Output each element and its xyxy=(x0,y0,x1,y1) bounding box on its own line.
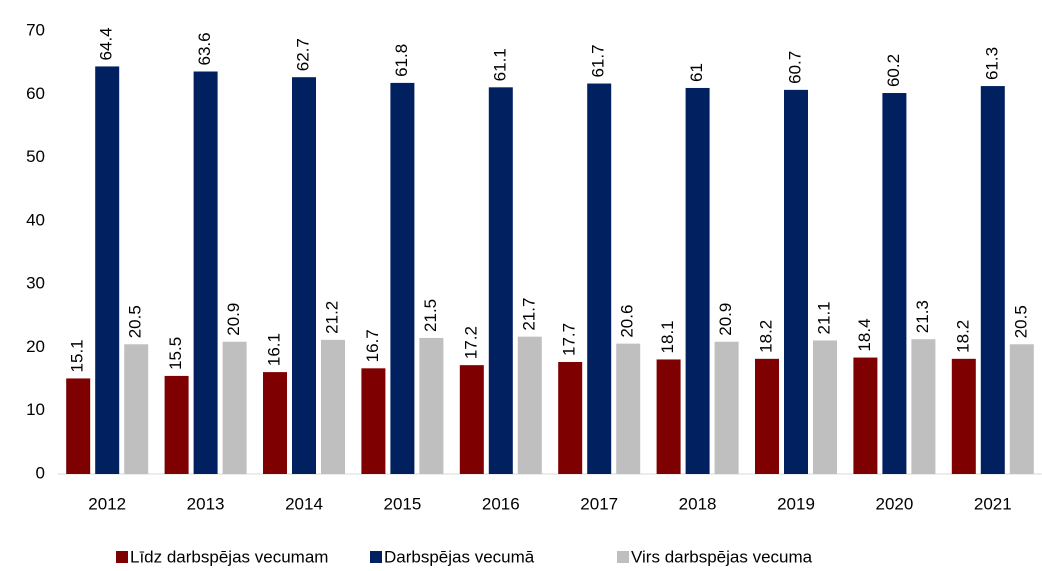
data-label: 60.7 xyxy=(785,51,804,84)
data-label: 21.2 xyxy=(322,301,341,334)
bar xyxy=(685,87,710,474)
x-tick-label: 2014 xyxy=(285,494,323,513)
x-tick-label: 2015 xyxy=(383,494,421,513)
bar xyxy=(714,341,739,474)
legend-swatch xyxy=(116,551,128,563)
bar xyxy=(980,86,1005,475)
data-label: 21.1 xyxy=(814,301,833,334)
y-tick-label: 30 xyxy=(26,274,45,293)
bar xyxy=(755,358,779,474)
y-tick-label: 70 xyxy=(26,20,45,39)
bar xyxy=(66,378,91,474)
data-label: 20.9 xyxy=(224,303,243,336)
bar xyxy=(419,337,444,474)
bar xyxy=(616,343,641,474)
bar xyxy=(587,83,612,474)
data-label: 17.2 xyxy=(461,326,480,359)
data-label: 18.4 xyxy=(855,318,874,351)
data-label: 20.9 xyxy=(716,303,735,336)
bar xyxy=(390,82,415,474)
data-label: 16.1 xyxy=(264,333,283,366)
bar xyxy=(853,357,878,474)
bar xyxy=(459,365,484,474)
bar xyxy=(558,361,583,474)
y-tick-label: 20 xyxy=(26,337,45,356)
data-label: 61 xyxy=(687,63,706,82)
legend-label: Virs darbspējas vecuma xyxy=(631,547,813,566)
data-label: 61.3 xyxy=(982,47,1001,80)
data-label: 61.1 xyxy=(490,48,509,81)
bar xyxy=(164,375,189,474)
bar xyxy=(951,358,976,474)
bar xyxy=(784,89,808,474)
x-tick-label: 2021 xyxy=(974,494,1012,513)
x-tick-label: 2017 xyxy=(580,494,618,513)
data-label: 18.2 xyxy=(953,320,972,353)
bar xyxy=(517,336,542,474)
bar xyxy=(911,339,936,474)
y-tick-label: 0 xyxy=(36,463,45,482)
bar xyxy=(656,359,681,474)
legend-swatch xyxy=(617,551,629,563)
data-label: 60.2 xyxy=(884,54,903,87)
x-tick-label: 2012 xyxy=(88,494,126,513)
data-label: 21.5 xyxy=(421,299,440,332)
bar xyxy=(292,77,316,474)
x-tick-label: 2020 xyxy=(875,494,913,513)
y-tick-label: 60 xyxy=(26,84,45,103)
data-label: 18.2 xyxy=(756,320,775,353)
data-label: 20.5 xyxy=(1011,305,1030,338)
data-label: 62.7 xyxy=(293,38,312,71)
legend-label: Darbspējas vecumā xyxy=(384,547,535,566)
data-label: 15.1 xyxy=(68,339,87,372)
data-label: 16.7 xyxy=(363,329,382,362)
bar xyxy=(222,341,247,474)
bar xyxy=(263,372,287,474)
y-tick-label: 40 xyxy=(26,210,45,229)
bar xyxy=(321,339,345,474)
bar xyxy=(361,368,386,474)
data-label: 20.5 xyxy=(126,305,145,338)
data-label: 20.6 xyxy=(618,305,637,338)
legend-swatch xyxy=(370,551,382,563)
data-label: 15.5 xyxy=(166,337,185,370)
bar xyxy=(1009,344,1034,474)
bar xyxy=(882,93,907,475)
x-tick-label: 2016 xyxy=(482,494,520,513)
legend-label: Līdz darbspējas vecumam xyxy=(130,547,328,566)
x-tick-label: 2019 xyxy=(777,494,815,513)
y-tick-label: 50 xyxy=(26,147,45,166)
data-label: 61.7 xyxy=(589,44,608,77)
data-label: 61.8 xyxy=(392,44,411,77)
data-label: 17.7 xyxy=(560,323,579,356)
y-tick-label: 10 xyxy=(26,400,45,419)
x-tick-label: 2013 xyxy=(187,494,225,513)
bar xyxy=(813,340,837,474)
data-label: 64.4 xyxy=(97,27,116,60)
x-tick-label: 2018 xyxy=(679,494,717,513)
data-label: 21.3 xyxy=(913,300,932,333)
data-label: 18.1 xyxy=(658,320,677,353)
bar xyxy=(124,344,149,474)
data-label: 63.6 xyxy=(195,32,214,65)
bar xyxy=(193,71,218,474)
bar xyxy=(95,66,120,474)
data-label: 21.7 xyxy=(519,298,538,331)
bar xyxy=(488,87,513,475)
